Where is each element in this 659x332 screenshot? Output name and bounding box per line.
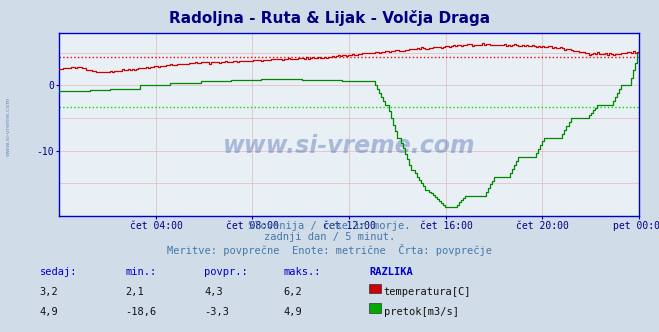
Text: 2,1: 2,1 [125, 287, 144, 297]
Text: 4,9: 4,9 [283, 307, 302, 317]
Text: 3,2: 3,2 [40, 287, 58, 297]
Text: Slovenija / reke in morje.: Slovenija / reke in morje. [248, 221, 411, 231]
Text: 4,9: 4,9 [40, 307, 58, 317]
Text: sedaj:: sedaj: [40, 267, 77, 277]
Text: -3,3: -3,3 [204, 307, 229, 317]
Text: Meritve: povprečne  Enote: metrične  Črta: povprečje: Meritve: povprečne Enote: metrične Črta:… [167, 244, 492, 256]
Text: 4,3: 4,3 [204, 287, 223, 297]
Text: maks.:: maks.: [283, 267, 321, 277]
Text: min.:: min.: [125, 267, 156, 277]
Text: zadnji dan / 5 minut.: zadnji dan / 5 minut. [264, 232, 395, 242]
Text: -18,6: -18,6 [125, 307, 156, 317]
Text: 6,2: 6,2 [283, 287, 302, 297]
Text: Radoljna - Ruta & Lijak - Volčja Draga: Radoljna - Ruta & Lijak - Volčja Draga [169, 10, 490, 26]
Text: temperatura[C]: temperatura[C] [384, 287, 471, 297]
Text: www.si-vreme.com: www.si-vreme.com [223, 134, 476, 158]
Text: pretok[m3/s]: pretok[m3/s] [384, 307, 459, 317]
Text: www.si-vreme.com: www.si-vreme.com [5, 96, 11, 156]
Text: RAZLIKA: RAZLIKA [369, 267, 413, 277]
Text: povpr.:: povpr.: [204, 267, 248, 277]
